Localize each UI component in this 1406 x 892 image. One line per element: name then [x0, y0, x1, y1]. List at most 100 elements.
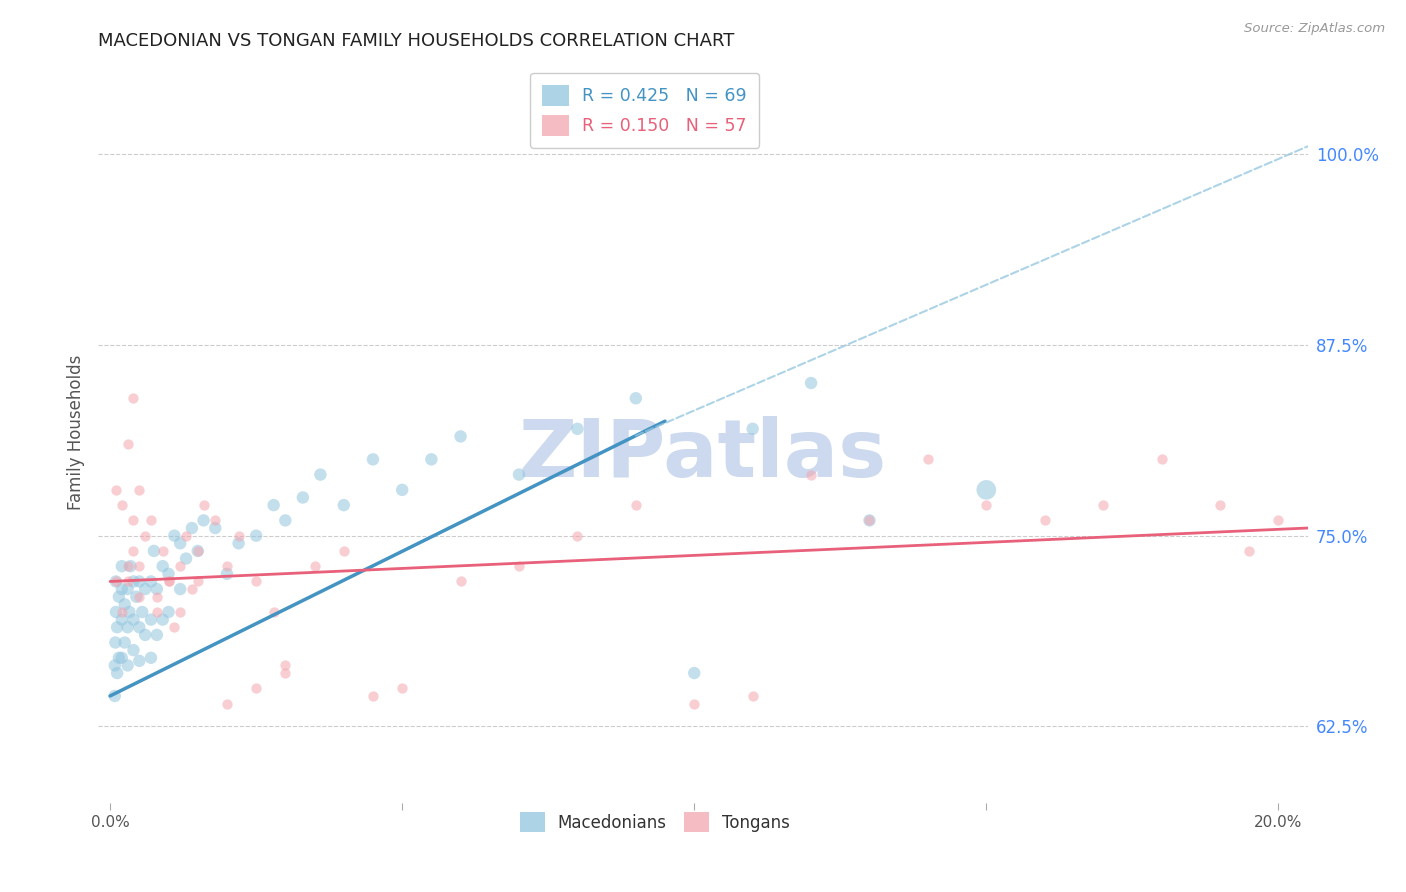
Point — [204, 513, 226, 527]
Point — [274, 658, 297, 673]
Legend: Macedonians, Tongans: Macedonians, Tongans — [513, 805, 796, 838]
Point — [152, 613, 174, 627]
Point — [111, 650, 134, 665]
Point — [114, 635, 136, 649]
Point — [134, 582, 156, 596]
Point — [187, 544, 209, 558]
Point — [146, 628, 169, 642]
Point — [108, 590, 131, 604]
Point — [117, 582, 139, 596]
Point — [122, 544, 145, 558]
Point — [111, 498, 134, 512]
Point — [117, 658, 139, 673]
Point — [139, 650, 162, 665]
Point — [120, 559, 142, 574]
Point — [567, 529, 589, 543]
Point — [163, 529, 186, 543]
Point — [174, 529, 197, 543]
Point — [800, 376, 823, 390]
Point — [169, 559, 191, 574]
Point — [193, 498, 215, 512]
Point — [134, 628, 156, 642]
Point — [105, 620, 128, 634]
Point — [105, 666, 128, 681]
Point — [858, 513, 880, 527]
Point — [169, 605, 191, 619]
Point — [304, 559, 326, 574]
Point — [157, 566, 180, 581]
Point — [128, 654, 150, 668]
Point — [1237, 544, 1260, 558]
Point — [128, 574, 150, 589]
Point — [624, 391, 647, 405]
Point — [128, 559, 150, 574]
Point — [1150, 452, 1173, 467]
Point — [361, 689, 384, 703]
Point — [228, 536, 250, 550]
Point — [974, 498, 997, 512]
Point — [114, 598, 136, 612]
Point — [146, 590, 169, 604]
Point — [152, 559, 174, 574]
Point — [187, 544, 209, 558]
Point — [117, 559, 139, 574]
Point — [117, 574, 139, 589]
Point — [111, 605, 134, 619]
Point — [274, 666, 297, 681]
Point — [174, 551, 197, 566]
Point — [332, 498, 354, 512]
Point — [128, 620, 150, 634]
Text: MACEDONIAN VS TONGAN FAMILY HOUSEHOLDS CORRELATION CHART: MACEDONIAN VS TONGAN FAMILY HOUSEHOLDS C… — [98, 32, 735, 50]
Point — [125, 590, 148, 604]
Point — [169, 582, 191, 596]
Point — [134, 529, 156, 543]
Point — [974, 483, 997, 497]
Point — [291, 491, 314, 505]
Point — [104, 574, 127, 589]
Point — [245, 574, 267, 589]
Point — [1033, 513, 1056, 527]
Point — [104, 483, 127, 497]
Point — [122, 513, 145, 527]
Point — [624, 498, 647, 512]
Point — [104, 658, 127, 673]
Point — [104, 605, 127, 619]
Point — [228, 529, 250, 543]
Point — [567, 422, 589, 436]
Y-axis label: Family Households: Family Households — [66, 355, 84, 510]
Text: Source: ZipAtlas.com: Source: ZipAtlas.com — [1244, 22, 1385, 36]
Point — [450, 429, 472, 443]
Point — [111, 559, 134, 574]
Point — [450, 574, 472, 589]
Point — [108, 650, 131, 665]
Point — [741, 689, 763, 703]
Point — [858, 513, 880, 527]
Point — [104, 635, 127, 649]
Point — [122, 391, 145, 405]
Point — [104, 574, 127, 589]
Point — [157, 574, 180, 589]
Point — [654, 804, 676, 818]
Point — [800, 467, 823, 482]
Point — [391, 483, 413, 497]
Point — [683, 697, 706, 711]
Point — [146, 582, 169, 596]
Point — [139, 513, 162, 527]
Point — [139, 574, 162, 589]
Point — [180, 521, 202, 535]
Point — [118, 605, 141, 619]
Point — [122, 643, 145, 657]
Point — [420, 452, 443, 467]
Point — [1092, 498, 1115, 512]
Point — [245, 529, 267, 543]
Point — [152, 544, 174, 558]
Point — [117, 620, 139, 634]
Point — [157, 574, 180, 589]
Point — [508, 559, 530, 574]
Point — [169, 536, 191, 550]
Text: ZIPatlas: ZIPatlas — [519, 416, 887, 494]
Point — [139, 613, 162, 627]
Point — [215, 566, 238, 581]
Point — [361, 452, 384, 467]
Point — [128, 483, 150, 497]
